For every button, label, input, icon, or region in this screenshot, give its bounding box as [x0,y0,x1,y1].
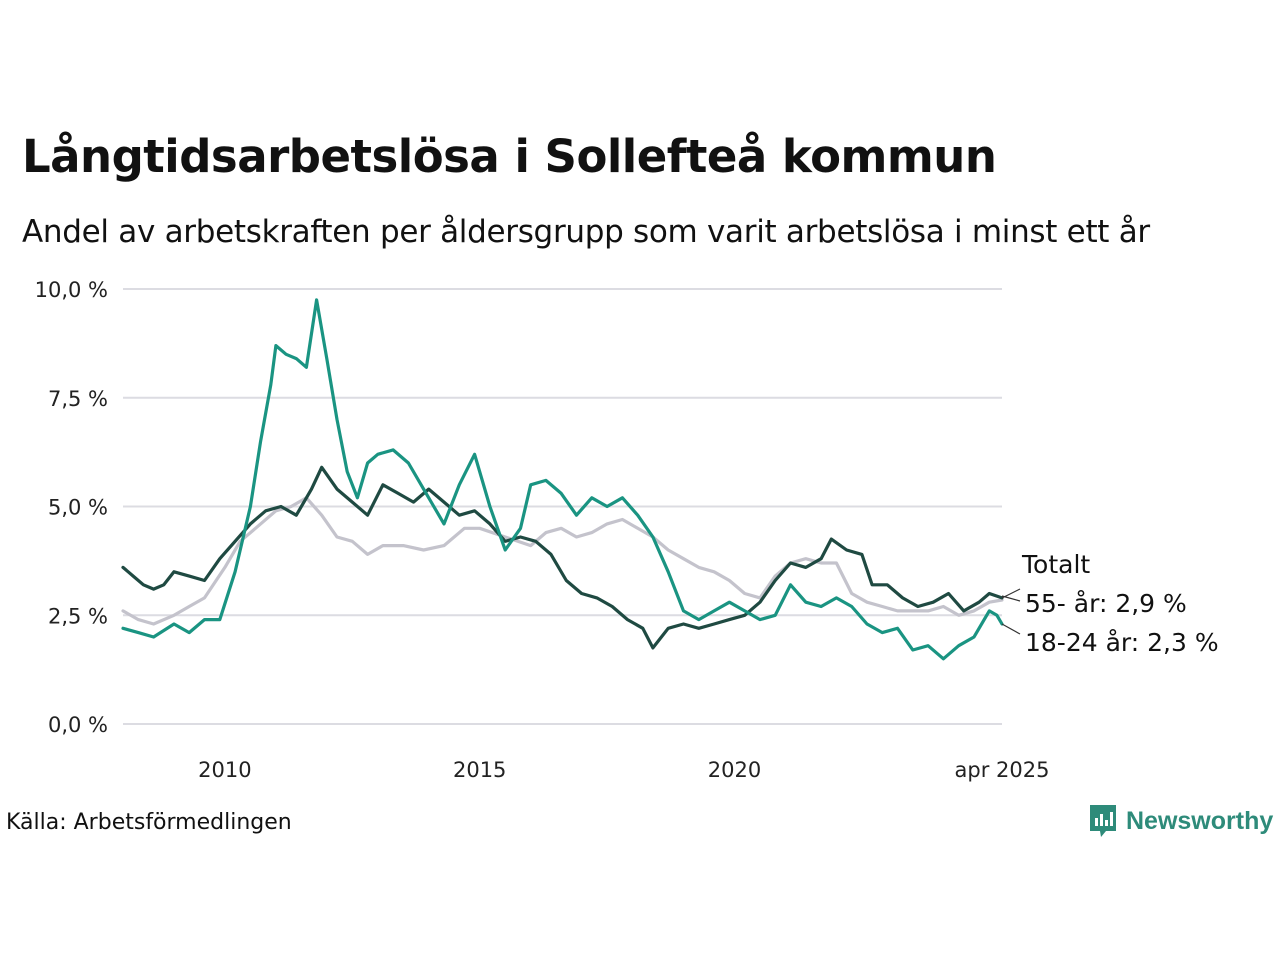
y-tick-label: 7,5 % [48,387,108,411]
chart-title: Långtidsarbetslösa i Sollefteå kommun [22,130,997,183]
end-label-age18-24-name: 18-24 år [1025,628,1132,657]
newsworthy-logo[interactable]: Newsworthy [1088,803,1273,839]
x-tick-label: 2015 [453,758,506,782]
series-lines [121,298,1004,661]
y-axis-ticks: 0,0 % 2,5 % 5,0 % 7,5 % 10,0 % [35,278,108,737]
end-labels: Totalt 55- år: 2,9 % 18-24 år: 2,3 % [1001,550,1219,657]
series-line-age55 [121,465,1004,650]
y-tick-label: 0,0 % [48,713,108,737]
newsworthy-logo-text: Newsworthy [1126,806,1274,835]
line-chart: 0,0 % 2,5 % 5,0 % 7,5 % 10,0 % 2010 2015 2020 a… [35,278,1219,782]
x-tick-label: apr 2025 [955,758,1050,782]
x-axis-ticks: 2010 2015 2020 apr 2025 [198,758,1049,782]
end-label-total: Totalt [1021,550,1090,579]
y-tick-label: 5,0 % [48,496,108,520]
end-label-age55-value: 2,9 % [1115,589,1186,618]
y-tick-label: 2,5 % [48,604,108,628]
leader-line-age18-24 [1001,623,1021,635]
end-label-age18-24-value: 2,3 % [1147,628,1218,657]
series-line-age18-24 [121,298,1004,661]
end-label-age55: 55- år: 2,9 % [1025,589,1187,618]
y-tick-label: 10,0 % [35,278,108,302]
source-note: Källa: Arbetsförmedlingen [6,810,292,835]
series-line-total [121,496,1004,626]
gridlines [123,288,1002,725]
chart-subtitle: Andel av arbetskraften per åldersgrupp s… [22,214,1150,250]
end-label-age18-24: 18-24 år: 2,3 % [1025,628,1219,657]
x-tick-label: 2020 [708,758,761,782]
leader-line-age55 [1001,595,1021,602]
newsworthy-logo-icon [1090,805,1116,837]
x-tick-label: 2010 [198,758,251,782]
end-label-age55-name: 55- år [1025,589,1100,618]
